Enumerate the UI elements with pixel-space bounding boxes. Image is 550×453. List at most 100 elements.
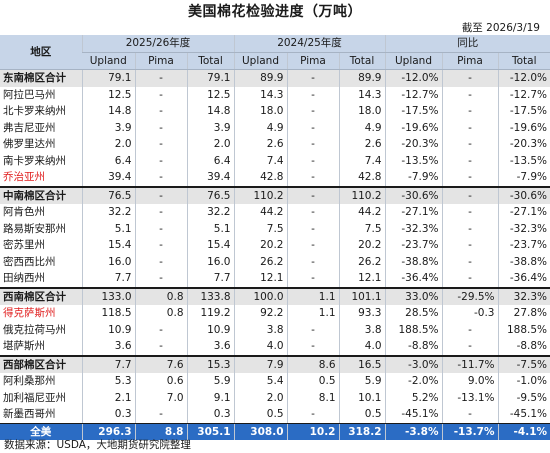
table-row: 路易斯安那州 5.1-5.1 7.5-7.5 -32.3% - -32.3% [0,220,550,237]
value-cell: 8.1 [286,389,339,406]
value-cell: 4.0 [233,338,287,356]
value-cell: 7.4 [233,152,287,169]
table-body: 东南棉区合计 79.1-79.1 89.9-89.9 -12.0% - -12.0% 阿拉巴… [0,69,550,440]
table-row: 阿利桑那州 5.3 0.6 5.9 5.4 0.5 5.9 -2.0% 9.0% -1.0% [0,373,550,390]
value-cell: 15.4 [186,237,234,254]
value-cell: 12.5 [81,86,135,103]
value-cell: -13.5% [384,152,442,169]
value-cell: 42.8 [233,169,287,187]
value-cell: -29.5% [441,286,498,305]
value-cell: 3.6 [81,338,135,356]
subtotal-row: 中南棉区合计 76.5-76.5 110.2-110.2 -30.6% - -30.6% [0,185,550,204]
value-cell: 14.8 [81,103,135,120]
value-cell: - [441,103,498,120]
value-cell: 32.2 [81,204,135,221]
region-name-cell: 密西西比州 [3,255,56,268]
value-cell: 0.5 [338,406,385,424]
value-cell: -12.7% [497,86,550,103]
value-cell: -11.7% [441,354,498,373]
value-cell: 7.4 [338,152,385,169]
value-cell: -3.0% [384,354,442,373]
value-cell: - [134,86,187,103]
region-name-cell: 中南棉区合计 [0,185,82,204]
value-cell: - [286,237,339,254]
season-2025-26-header: 2025/26年度 [81,35,234,53]
value-cell: 10.2 [286,423,339,440]
value-cell: 5.4 [233,373,287,390]
value-cell: 2.0 [186,136,234,153]
value-cell: 318.2 [338,423,385,440]
value-cell: -38.8% [497,253,550,270]
col-header: Total [186,52,234,70]
region-name-cell: 阿利桑那州 [3,375,56,387]
region-name-cell: 佛罗里达州 [3,138,56,150]
region-name-cell: 阿拉巴马州 [3,88,56,101]
col-header: Pima [441,52,498,70]
value-cell: -4.1% [497,423,550,440]
value-cell: - [286,169,339,187]
value-cell: - [134,169,187,187]
value-cell: 20.2 [338,237,385,254]
col-header: Total [497,52,550,70]
value-cell: 10.9 [81,321,135,338]
value-cell: - [134,152,187,169]
value-cell: 2.0 [81,136,135,153]
value-cell: - [286,204,339,221]
value-cell: 4.9 [338,119,385,136]
value-cell: 7.7 [81,354,135,373]
value-cell: 18.0 [233,103,287,120]
region-name-cell: 弗吉尼亚州 [3,121,56,134]
value-cell: 93.3 [338,305,385,322]
value-cell: 44.2 [338,204,385,221]
table-row: 堪萨斯州 3.6-3.6 4.0-4.0 -8.8% - -8.8% [0,338,550,356]
value-cell: -8.8% [497,338,550,356]
value-cell: 119.2 [186,305,234,322]
subtotal-row: 东南棉区合计 79.1-79.1 89.9-89.9 -12.0% - -12.0% [0,69,550,87]
value-cell: 100.0 [233,286,287,305]
value-cell: 12.1 [338,270,385,288]
value-cell: -27.1% [497,204,550,221]
region-header: 地区 [0,35,82,70]
value-cell: 14.8 [186,103,234,120]
value-cell: 89.9 [233,69,287,87]
col-header: Total [338,52,385,70]
value-cell: - [134,220,187,237]
value-cell: -12.7% [384,86,442,103]
value-cell: 39.4 [81,169,135,187]
value-cell: 7.9 [233,354,287,373]
value-cell: 89.9 [338,69,385,87]
value-cell: 33.0% [384,286,442,305]
region-name-cell: 西南棉区合计 [0,286,82,305]
value-cell: - [286,253,339,270]
value-cell: -7.9% [497,169,550,187]
value-cell: - [286,338,339,356]
value-cell: 2.0 [233,389,287,406]
region-name-cell: 密苏里州 [3,239,45,251]
table-row: 俄克拉荷马州 10.9-10.9 3.8-3.8 188.5% -188.5% [0,321,550,338]
value-cell: 0.6 [134,373,187,390]
value-cell: 0.5 [233,406,287,424]
region-name-cell: 北卡罗来纳州 [3,105,66,117]
region-name-cell: 乔治亚州 [3,171,45,183]
table-row: 佛罗里达州 2.0-2.0 2.6-2.6 -20.3% - -20.3% [0,136,550,153]
value-cell: - [441,69,498,87]
value-cell: 79.1 [186,69,234,87]
table-row: 阿肯色州 32.2-32.2 44.2-44.2 -27.1% - -27.1% [0,204,550,221]
value-cell: 101.1 [338,286,385,305]
value-cell: 7.0 [134,389,187,406]
subtotal-row: 西南棉区合计 133.0 0.8 133.8 100.0 1.1 101.1 33.0% -29… [0,286,550,305]
value-cell: - [134,185,187,204]
region-name-cell: 堪萨斯州 [3,340,45,352]
value-cell: 20.2 [233,237,287,254]
table-row: 田纳西州 7.7-7.7 12.1-12.1 -36.4% - -36.4% [0,270,550,288]
col-header: Pima [286,52,339,70]
table-row: 加利福尼亚州 2.1 7.0 9.1 2.0 8.1 10.1 5.2% -13.1% -9.5% [0,389,550,406]
value-cell: 32.2 [186,204,234,221]
value-cell: -17.5% [384,103,442,120]
region-name-cell: 田纳西州 [3,272,45,284]
value-cell: - [286,152,339,169]
value-cell: 2.6 [338,136,385,153]
region-name-cell: 俄克拉荷马州 [3,323,66,336]
value-cell: 14.3 [233,86,287,103]
col-header: Upland [384,52,442,70]
